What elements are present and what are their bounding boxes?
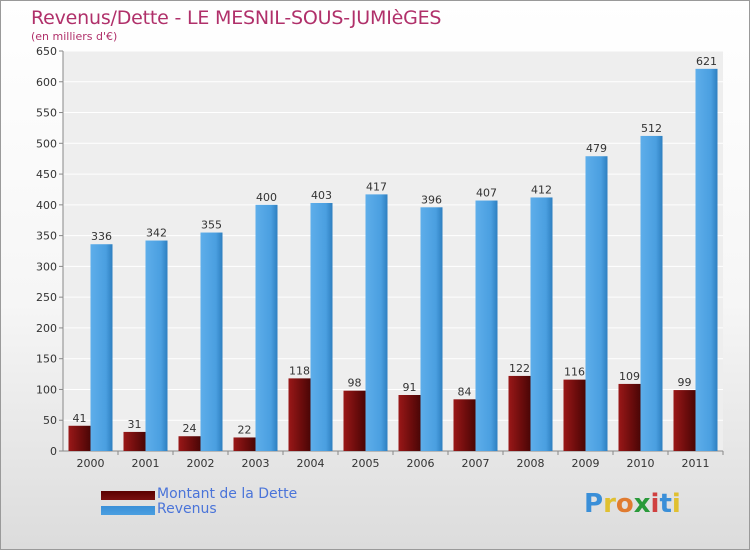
- bar-dette: [68, 425, 91, 451]
- data-label-revenus: 479: [586, 142, 607, 155]
- bar-dette: [123, 431, 146, 451]
- data-label-dette: 99: [678, 376, 692, 389]
- bar-revenus: [585, 156, 608, 451]
- x-tick-label: 2001: [132, 457, 160, 470]
- logo-letter: t: [659, 489, 672, 519]
- bar-dette: [508, 375, 531, 451]
- data-label-revenus: 621: [696, 55, 717, 68]
- y-tick-label: 200: [36, 322, 57, 335]
- logo-letter: o: [615, 489, 634, 519]
- y-tick-label: 150: [36, 353, 57, 366]
- logo-letter: x: [633, 489, 651, 519]
- bar-dette: [398, 395, 421, 451]
- logo-letter: i: [650, 489, 660, 519]
- bar-revenus: [420, 207, 443, 451]
- data-label-revenus: 342: [146, 227, 167, 240]
- bar-dette: [288, 378, 311, 451]
- proxiti-logo: Proxiti: [584, 489, 681, 519]
- x-tick-label: 2009: [572, 457, 600, 470]
- x-tick-label: 2011: [682, 457, 710, 470]
- y-tick-label: 550: [36, 107, 57, 120]
- data-label-dette: 98: [348, 377, 362, 390]
- data-label-dette: 84: [458, 385, 472, 398]
- data-label-dette: 109: [619, 370, 640, 383]
- legend-swatch-revenus: [101, 506, 155, 515]
- data-label-revenus: 336: [91, 230, 112, 243]
- bar-revenus: [200, 232, 223, 451]
- data-label-dette: 118: [289, 364, 310, 377]
- bar-dette: [343, 390, 366, 451]
- bar-revenus: [530, 197, 553, 451]
- logo-letter: i: [671, 489, 681, 519]
- bar-revenus: [475, 200, 498, 451]
- y-tick-label: 450: [36, 168, 57, 181]
- y-tick-label: 650: [36, 45, 57, 58]
- data-label-dette: 116: [564, 366, 585, 379]
- data-label-revenus: 412: [531, 183, 552, 196]
- bar-revenus: [365, 194, 388, 451]
- data-label-revenus: 400: [256, 191, 277, 204]
- x-tick-label: 2000: [77, 457, 105, 470]
- bar-dette: [618, 383, 641, 451]
- y-tick-label: 400: [36, 199, 57, 212]
- y-tick-label: 250: [36, 291, 57, 304]
- legend-label-revenus: Revenus: [157, 501, 217, 517]
- data-label-revenus: 403: [311, 189, 332, 202]
- chart-title: Revenus/Dette - LE MESNIL-SOUS-JUMIèGES: [31, 7, 442, 29]
- y-tick-label: 500: [36, 137, 57, 150]
- bar-dette: [233, 437, 256, 451]
- data-label-dette: 91: [403, 381, 417, 394]
- data-label-dette: 41: [73, 412, 87, 425]
- plot-area: [63, 51, 723, 451]
- data-label-revenus: 512: [641, 122, 662, 135]
- data-label-revenus: 396: [421, 193, 442, 206]
- bar-dette: [673, 390, 696, 451]
- x-tick-label: 2006: [407, 457, 435, 470]
- data-label-dette: 31: [128, 418, 142, 431]
- bar-revenus: [695, 68, 718, 451]
- x-tick-label: 2007: [462, 457, 490, 470]
- bar-revenus: [90, 244, 113, 451]
- data-label-dette: 22: [238, 423, 252, 436]
- y-tick-label: 100: [36, 383, 57, 396]
- data-label-revenus: 355: [201, 219, 222, 232]
- y-tick-label: 350: [36, 230, 57, 243]
- y-tick-label: 50: [43, 414, 57, 427]
- x-tick-label: 2002: [187, 457, 215, 470]
- legend-label-dette: Montant de la Dette: [157, 486, 298, 502]
- data-label-dette: 122: [509, 362, 530, 375]
- y-tick-label: 0: [50, 445, 57, 458]
- data-label-revenus: 407: [476, 187, 497, 200]
- chart-subtitle: (en milliers d'€): [31, 30, 118, 43]
- x-tick-label: 2004: [297, 457, 325, 470]
- bar-dette: [178, 436, 201, 451]
- x-tick-label: 2003: [242, 457, 270, 470]
- y-tick-label: 600: [36, 76, 57, 89]
- legend-swatch-dette: [101, 491, 155, 500]
- bar-revenus: [640, 135, 663, 451]
- logo-letter: P: [584, 489, 604, 519]
- bar-revenus: [310, 203, 333, 451]
- bar-revenus: [145, 240, 168, 451]
- x-tick-label: 2008: [517, 457, 545, 470]
- bar-dette: [563, 379, 586, 451]
- x-tick-label: 2005: [352, 457, 380, 470]
- bar-dette: [453, 399, 476, 451]
- bar-revenus: [255, 204, 278, 451]
- x-tick-label: 2010: [627, 457, 655, 470]
- data-label-revenus: 417: [366, 180, 387, 193]
- logo-letter: r: [603, 489, 616, 519]
- y-tick-label: 300: [36, 260, 57, 273]
- data-label-dette: 24: [183, 422, 197, 435]
